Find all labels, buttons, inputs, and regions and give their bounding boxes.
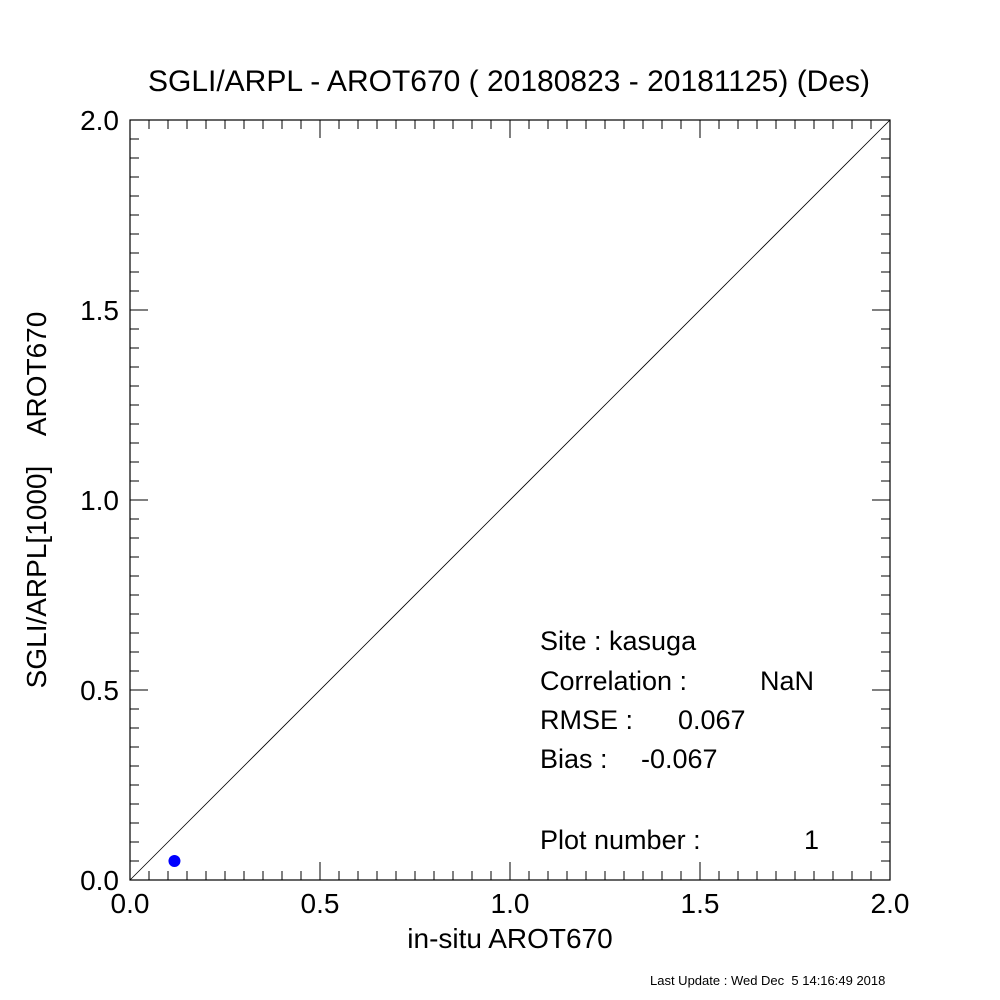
- y-tick-labels: 0.0 0.5 1.0 1.5 2.0: [80, 105, 119, 896]
- data-point: [168, 855, 181, 867]
- data-points: [168, 855, 181, 867]
- x-tick-label: 1.5: [681, 888, 720, 919]
- last-update-text: Last Update : Wed Dec 5 14:16:49 2018: [650, 973, 885, 988]
- y-tick-label: 1.0: [80, 485, 119, 516]
- x-tick-labels: 0.0 0.5 1.0 1.5 2.0: [111, 888, 910, 919]
- x-tick-label: 0.5: [301, 888, 340, 919]
- x-tick-label: 0.0: [111, 888, 150, 919]
- rmse-label: RMSE :: [540, 705, 633, 735]
- y-tick-label: 0.0: [80, 865, 119, 896]
- y-axis-label: SGLI/ARPL[1000] AROT670: [21, 312, 52, 689]
- site-text: Site : kasuga: [540, 626, 697, 656]
- y-tick-label: 0.5: [80, 675, 119, 706]
- plot-number-label: Plot number :: [540, 825, 701, 855]
- x-axis-label: in-situ AROT670: [407, 923, 612, 954]
- one-to-one-line: [129, 119, 891, 881]
- plot-number-value: 1: [804, 825, 819, 855]
- correlation-value: NaN: [760, 666, 814, 696]
- major-ticks: [129, 119, 891, 881]
- rmse-value: 0.067: [678, 705, 746, 735]
- bias-label: Bias :: [540, 744, 608, 774]
- x-tick-label: 1.0: [491, 888, 530, 919]
- y-tick-label: 2.0: [80, 105, 119, 136]
- correlation-label: Correlation :: [540, 666, 687, 696]
- stats-annotation: Site : kasuga Correlation : NaN RMSE : 0…: [540, 626, 819, 855]
- bias-value: -0.067: [641, 744, 718, 774]
- y-tick-label: 1.5: [80, 295, 119, 326]
- chart-title: SGLI/ARPL - AROT670 ( 20180823 - 2018112…: [148, 65, 870, 98]
- x-tick-label: 2.0: [871, 888, 910, 919]
